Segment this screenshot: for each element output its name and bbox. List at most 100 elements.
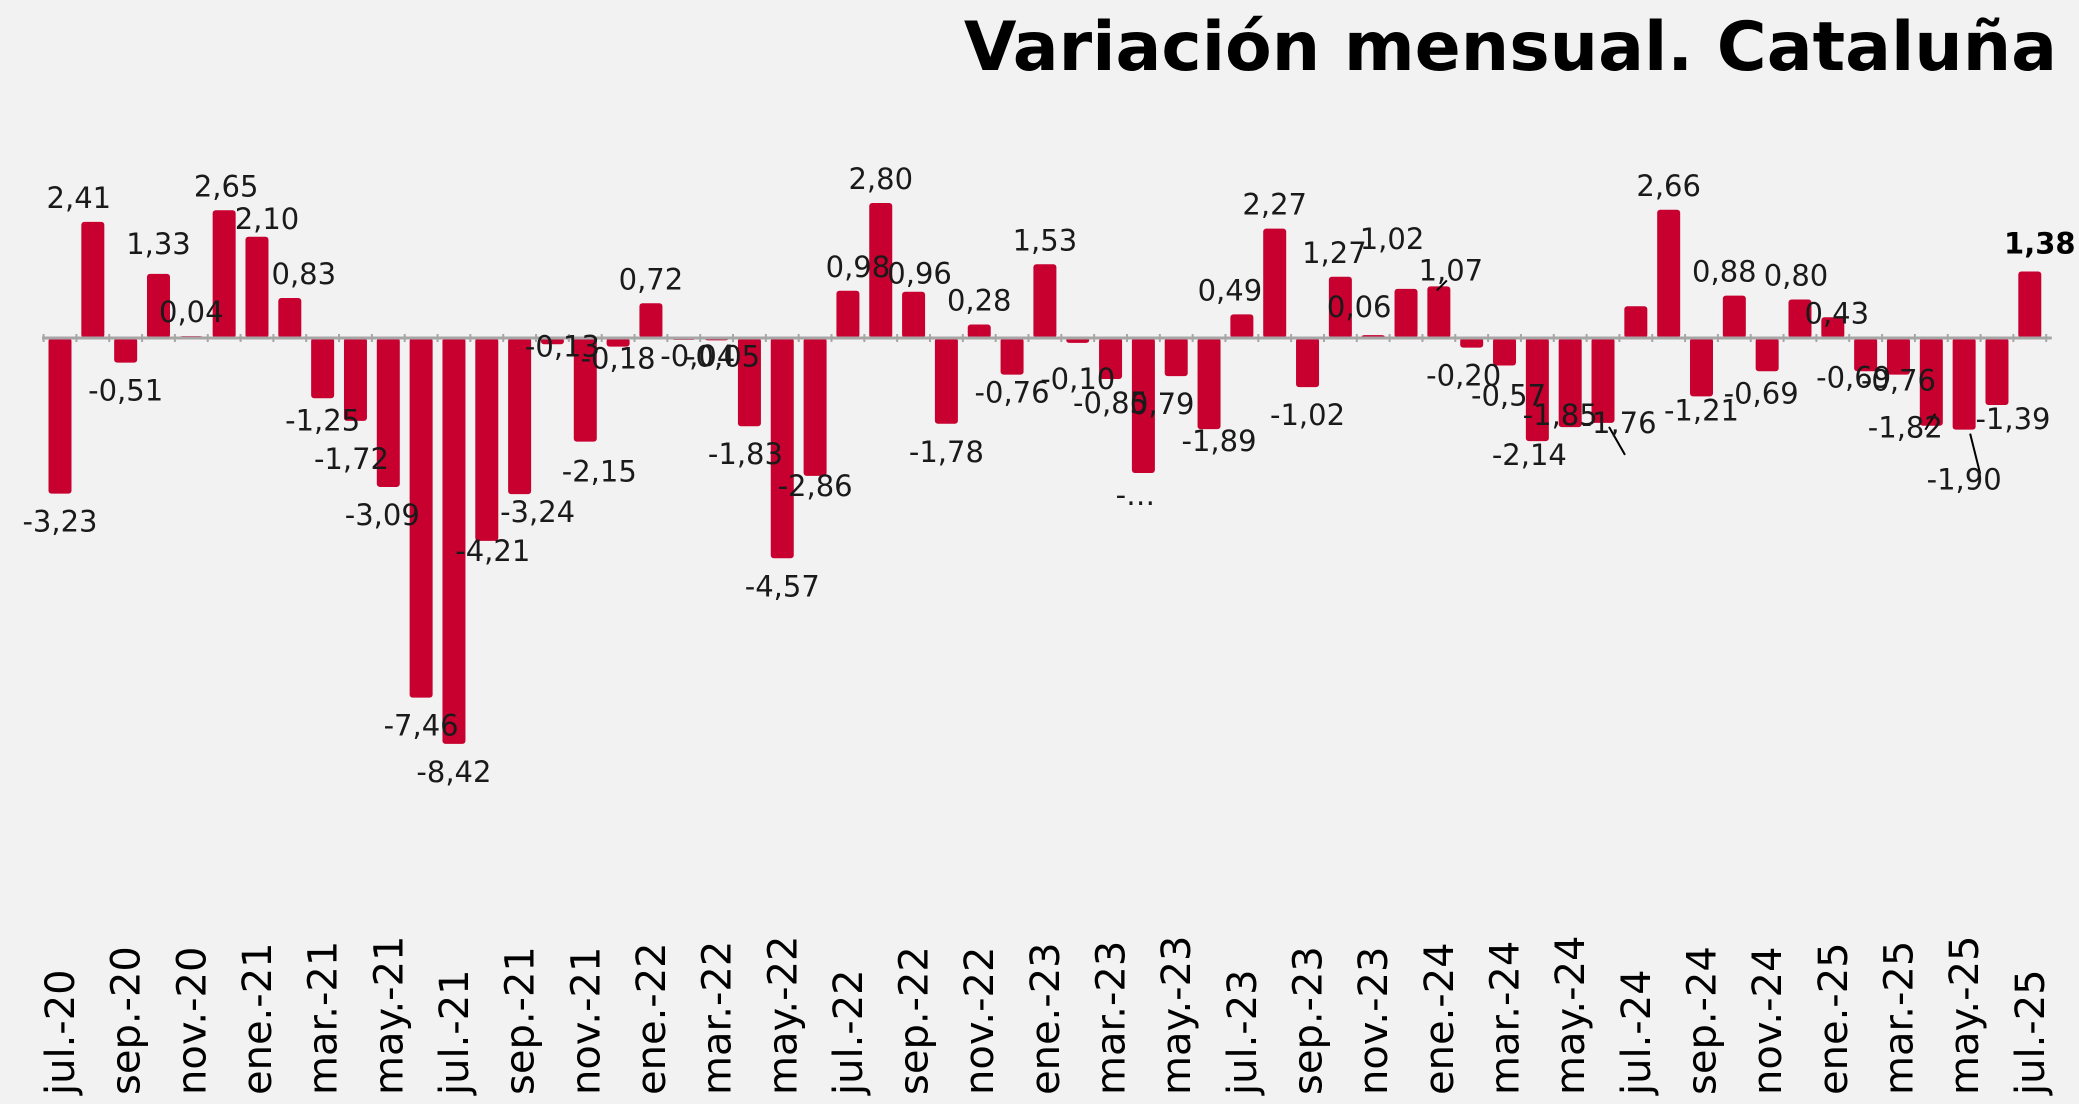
data-label: -0,69 xyxy=(1724,376,1799,410)
data-label: -2,14 xyxy=(1492,438,1567,472)
bar-feb.-24 xyxy=(1460,338,1484,348)
label-leader-line xyxy=(1969,433,1982,474)
label-leader-line xyxy=(1924,413,1937,431)
data-label: 0,98 xyxy=(826,250,891,284)
x-tick-label: mar.-25 xyxy=(1876,941,1922,1095)
data-label: 0,96 xyxy=(887,257,952,291)
bar-may.-25 xyxy=(1952,338,1976,430)
bar-jun.-25 xyxy=(1985,338,2009,405)
x-tick-label: jul.-24 xyxy=(1614,969,1660,1096)
bar-jul.-24 xyxy=(1624,306,1648,338)
x-tick-label: jul.-23 xyxy=(1220,969,1266,1096)
data-label: -0,04 xyxy=(660,339,735,373)
bar-abr.-23 xyxy=(1131,338,1155,473)
x-tick-label: sep.-20 xyxy=(104,946,150,1095)
bar-sep.-20 xyxy=(114,338,138,363)
bar-oct.-24 xyxy=(1722,295,1746,338)
data-label: -0,13 xyxy=(525,329,600,363)
data-label: -2,86 xyxy=(778,469,853,503)
data-label: -8,42 xyxy=(416,755,491,789)
bar-jun.-23 xyxy=(1197,338,1221,430)
data-label: 0,72 xyxy=(619,262,684,296)
data-label: 1,07 xyxy=(1419,253,1484,287)
data-label: -7,46 xyxy=(384,709,459,743)
x-tick-label: nov.-20 xyxy=(169,947,215,1095)
axis-ticks-group xyxy=(42,334,2048,342)
bar-ene.-24 xyxy=(1427,286,1451,338)
data-label: 0,04 xyxy=(159,295,224,329)
data-label: 0,88 xyxy=(1692,255,1757,289)
x-tick-label: mar.-24 xyxy=(1483,941,1529,1095)
x-tick-label: sep.-23 xyxy=(1286,946,1332,1095)
data-label: 2,80 xyxy=(848,162,913,196)
bar-ago.-22 xyxy=(869,203,893,338)
bar-sep.-21 xyxy=(508,338,532,495)
data-label: -0,69 xyxy=(1816,360,1891,394)
bar-dic.-20 xyxy=(212,210,236,338)
x-tick-label: mar.-22 xyxy=(695,941,741,1095)
bar-ene.-22 xyxy=(639,303,663,338)
bar-mar.-25 xyxy=(1886,338,1910,375)
data-label: -1,85 xyxy=(1523,398,1598,432)
bar-dic.-21 xyxy=(606,338,630,347)
data-label: -1,89 xyxy=(1182,424,1257,458)
bar-nov.-22 xyxy=(967,324,991,338)
data-label: -2,15 xyxy=(562,455,637,489)
bar-dic.-24 xyxy=(1788,299,1812,338)
data-label: -0,51 xyxy=(88,374,163,408)
bar-abr.-21 xyxy=(343,338,367,421)
bar-jul.-22 xyxy=(836,290,860,338)
x-tick-label: may.-24 xyxy=(1548,936,1594,1096)
data-label: -1,39 xyxy=(1975,402,2050,436)
bars-group xyxy=(48,203,2042,744)
label-leader-line xyxy=(1608,426,1626,456)
data-label: 1,27 xyxy=(1302,236,1367,270)
data-label: 0,80 xyxy=(1764,258,1829,292)
data-label: -0,57 xyxy=(1471,378,1546,412)
x-tick-label: may.-21 xyxy=(366,936,412,1096)
data-label: 1,02 xyxy=(1360,222,1425,256)
data-label: -3,09 xyxy=(345,498,420,532)
bar-dic.-22 xyxy=(1000,338,1024,375)
data-label: 1,38 xyxy=(2004,226,2076,260)
x-tick-label: ene.-25 xyxy=(1811,942,1857,1095)
bar-nov.-24 xyxy=(1755,338,1779,372)
x-tick-label: ene.-24 xyxy=(1417,942,1463,1095)
bar-jul.-23 xyxy=(1230,314,1254,338)
bar-oct.-20 xyxy=(146,273,170,338)
bar-jul.-21 xyxy=(442,338,466,744)
data-label: -0,18 xyxy=(581,342,656,376)
bar-jun.-22 xyxy=(803,338,827,476)
bar-jul.-20 xyxy=(48,338,72,494)
data-label: -1,25 xyxy=(285,403,360,437)
bar-jul.-25 xyxy=(2018,271,2042,338)
bar-sep.-22 xyxy=(902,291,926,338)
bar-abr.-25 xyxy=(1919,338,1943,426)
bar-ago.-24 xyxy=(1657,209,1681,338)
data-label: -0,10 xyxy=(1040,362,1115,396)
data-label: -… xyxy=(1116,478,1155,512)
bar-sep.-23 xyxy=(1296,338,1320,388)
x-tick-label: jul.-22 xyxy=(826,969,872,1096)
data-label: -1,82 xyxy=(1868,411,1943,445)
bar-may.-21 xyxy=(376,338,400,487)
bar-abr.-24 xyxy=(1525,338,1549,442)
data-label: 0,28 xyxy=(947,284,1012,318)
bar-dic.-23 xyxy=(1394,288,1418,338)
x-tick-label: mar.-23 xyxy=(1089,941,1135,1095)
data-label: 2,66 xyxy=(1636,169,1701,203)
data-label: -1,78 xyxy=(909,435,984,469)
x-tick-label: nov.-21 xyxy=(563,947,609,1095)
label-leader-line xyxy=(1436,279,1448,292)
bar-jun.-24 xyxy=(1591,338,1615,423)
x-tick-label: jul.-21 xyxy=(432,969,478,1096)
leader-lines-group xyxy=(1436,279,1982,474)
data-label: 2,27 xyxy=(1242,188,1307,222)
data-label: -1,90 xyxy=(1927,463,2002,497)
bar-ago.-20 xyxy=(81,221,105,338)
bar-may.-24 xyxy=(1558,338,1582,428)
x-tick-label: nov.-23 xyxy=(1351,947,1397,1095)
x-tick-label: jul.-20 xyxy=(38,969,84,1096)
bar-nov.-21 xyxy=(573,338,597,442)
